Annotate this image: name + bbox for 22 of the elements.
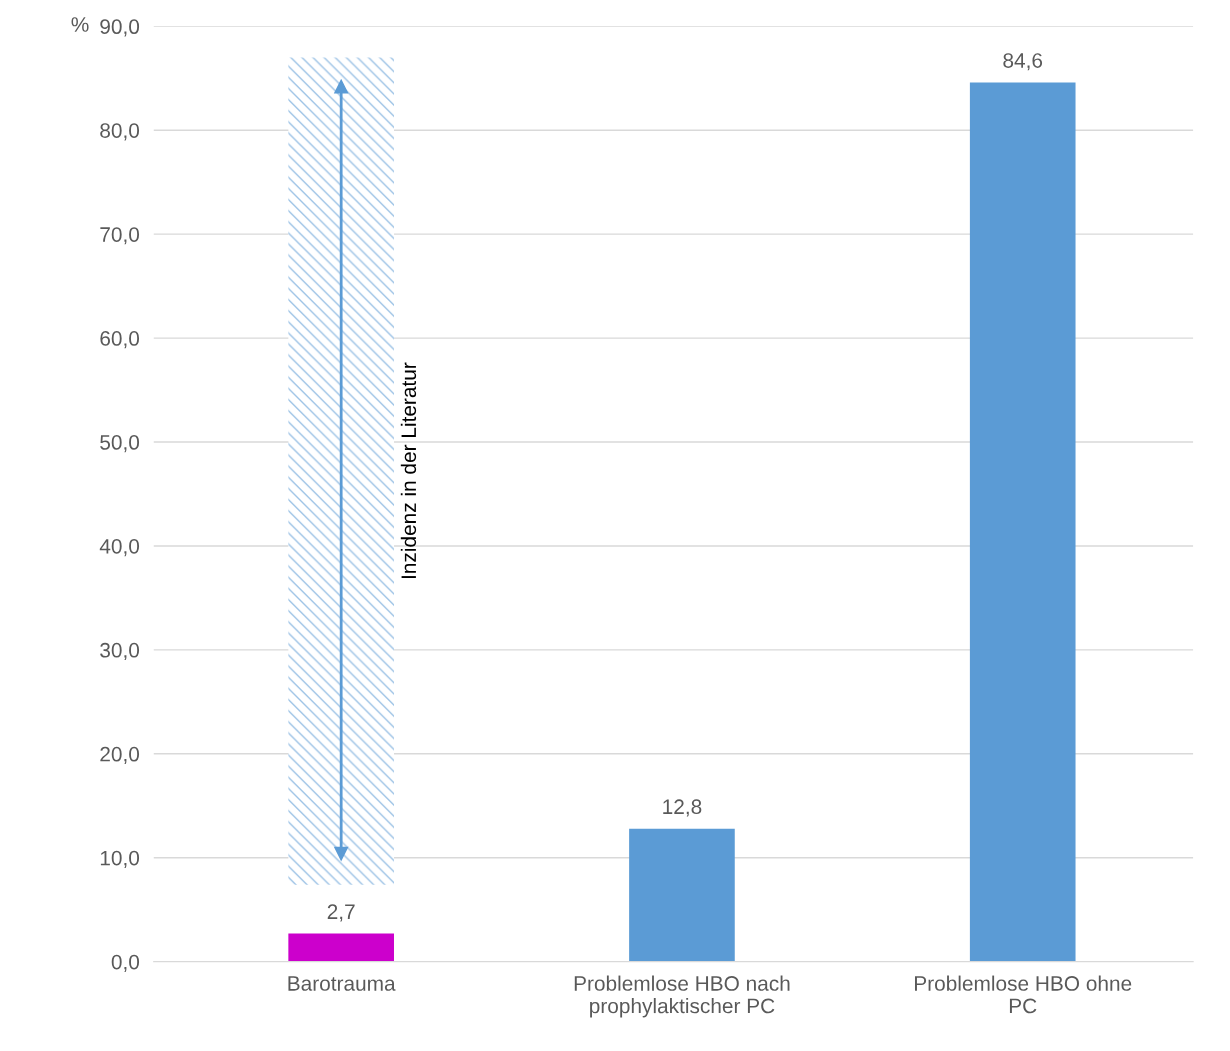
y-tick-label: 80,0 [100, 123, 140, 141]
bar [629, 828, 735, 962]
y-tick-label: 10,0 [100, 850, 140, 868]
y-tick-label: 50,0 [100, 435, 140, 453]
bar [288, 57, 394, 885]
x-tick-label: Problemlose HBO ohne PC [915, 975, 1132, 1014]
x-tick-label: Barotrauma [288, 976, 396, 991]
data-label: 2,7 [327, 904, 355, 922]
x-tick-label: Problemlose HBO nach prophylaktischer PC [574, 975, 790, 1018]
y-tick-label: 40,0 [99, 538, 140, 557]
text: Inzidenz in der Literatur [400, 362, 417, 579]
y-tick-label: 20,0 [100, 746, 140, 765]
y-tick-label: 90,0 [100, 19, 140, 37]
y-tick-label: 0,0 [111, 954, 140, 972]
data-label: 84,6 [1003, 53, 1043, 71]
bar [969, 82, 1076, 962]
y-tick-label: 30,0 [100, 642, 140, 661]
y-tick-label: 70,0 [100, 227, 140, 245]
data-label: 12,8 [663, 799, 702, 817]
y-tick-label: 60,0 [100, 331, 140, 349]
y-axis-title: % [71, 17, 89, 32]
bar [288, 933, 394, 962]
